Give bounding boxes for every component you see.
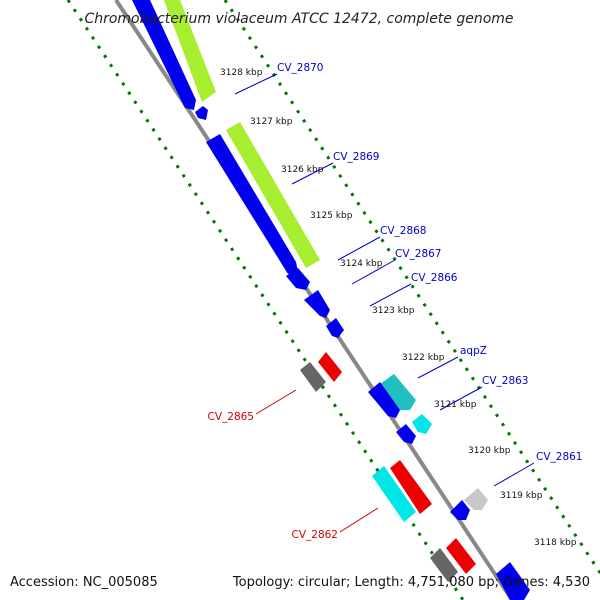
tick-label: 3124 kbp (340, 259, 383, 269)
tick-label: 3120 kbp (468, 446, 511, 456)
gene-leader-line (417, 356, 459, 379)
feature-bottom-blue-arrow[interactable] (496, 562, 530, 600)
tick-label: 3127 kbp (250, 117, 293, 127)
tick-label: 3121 kbp (434, 400, 477, 410)
feature-cv2861-silver-arrow[interactable] (464, 488, 488, 510)
feature-cv2862-red-arrow[interactable] (390, 460, 432, 514)
feature-cv2865-gray-arrow[interactable] (300, 362, 326, 392)
gene-leader-line (234, 73, 278, 95)
feature-cv2861-blue-arrow[interactable] (450, 500, 470, 520)
feature-cv2863-cyan-arrow[interactable] (412, 414, 432, 434)
gene-labels: CV_2870 CV_2869 CV_2868 CV_2867 CV_2866 aqpZ C… (208, 62, 583, 541)
tick-label: 3123 kbp (372, 306, 415, 316)
feature-cv2862-cyan-arrow[interactable] (372, 466, 416, 522)
tick-label: 3122 kbp (402, 353, 445, 363)
map-title: Chromobacterium violaceum ATCC 12472, co… (84, 11, 513, 27)
gene-label[interactable]: CV_2870 (277, 62, 324, 74)
feature-cv2868-arrow[interactable] (286, 268, 310, 290)
tick-label: 3126 kbp (281, 165, 324, 175)
tick-label: 3119 kbp (500, 491, 543, 501)
feature-bottom-gray-arrow[interactable] (430, 548, 458, 582)
gene-label[interactable]: CV_2862 (292, 529, 339, 541)
feature-cv2869[interactable] (206, 122, 320, 274)
feature-bottom-red-arrow[interactable] (446, 538, 476, 574)
feature-cv2867-arrow[interactable] (304, 290, 330, 318)
feature-small-blue-arrow[interactable] (195, 106, 208, 120)
gene-leader-line (351, 259, 396, 285)
gene-label[interactable]: CV_2863 (482, 375, 529, 387)
tick-labels: 3128 kbp 3127 kbp 3126 kbp 3125 kbp 3124 kbp… (220, 68, 577, 548)
tick-label: 3128 kbp (220, 68, 263, 78)
feature-cv2863-blue-arrow[interactable] (396, 424, 416, 444)
feature-cv2869-blue-arrow[interactable] (206, 134, 298, 274)
feature-aqpz-arrow[interactable] (380, 374, 416, 410)
gene-label[interactable]: CV_2866 (411, 272, 458, 284)
gene-leader-line (255, 389, 297, 415)
gene-leader-line (369, 283, 412, 307)
feature-cv2870[interactable] (132, 0, 216, 120)
gene-label[interactable]: CV_2861 (536, 451, 583, 463)
gene-leader-line (493, 462, 535, 487)
gene-label[interactable]: CV_2865 (208, 411, 255, 423)
inner-dotted-guide (223, 0, 600, 576)
gene-leader-line (339, 507, 379, 533)
feature-cv2865-red-arrow[interactable] (318, 352, 342, 382)
feature-cv2870-lime-arrow[interactable] (164, 0, 216, 102)
gene-label[interactable]: CV_2867 (395, 248, 442, 260)
genome-summary: Topology: circular; Length: 4,751,080 bp… (232, 575, 590, 590)
tick-label: 3118 kbp (534, 538, 577, 548)
gene-label[interactable]: CV_2869 (333, 151, 380, 163)
feature-cv2866-arrow[interactable] (326, 318, 344, 338)
gene-label[interactable]: CV_2868 (380, 225, 427, 237)
feature-cv2870-blue-arrow[interactable] (132, 0, 196, 110)
gene-leader-line (291, 162, 334, 185)
gene-label[interactable]: aqpZ (460, 345, 487, 357)
feature-blue-arrow-near-aqpz[interactable] (368, 382, 400, 418)
gene-leader-line (337, 236, 381, 261)
tick-label: 3125 kbp (310, 211, 353, 221)
feature-cv2869-lime-arrow[interactable] (226, 122, 320, 268)
accession-label: Accession: NC_005085 (10, 575, 158, 590)
gene-leader-line (439, 386, 483, 411)
